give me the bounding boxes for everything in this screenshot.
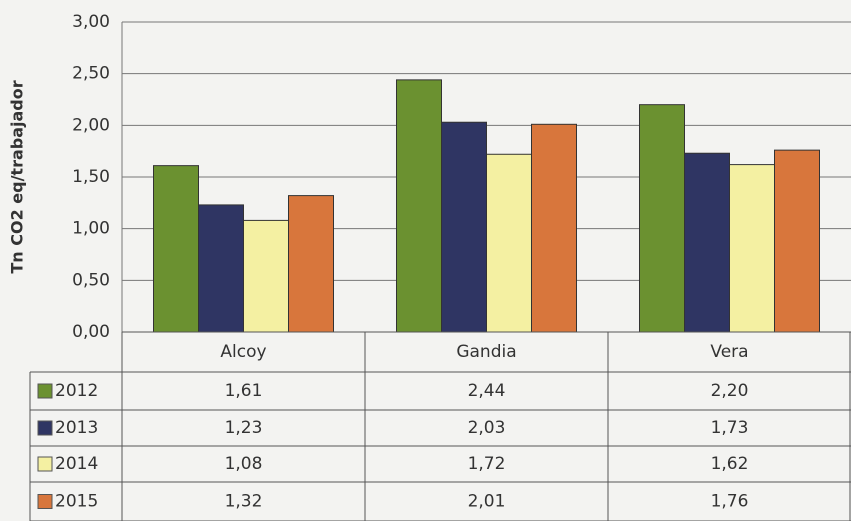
data-label: 1,76 <box>711 492 749 512</box>
legend-swatch <box>37 456 53 472</box>
y-tick-label: 1,50 <box>72 167 110 187</box>
x-tick-label: Alcoy <box>220 342 266 362</box>
data-label: 1,61 <box>225 381 263 401</box>
bar <box>531 123 577 333</box>
data-label: 1,62 <box>711 454 749 474</box>
bar <box>441 121 487 333</box>
y-tick-label: 1,00 <box>72 219 110 239</box>
data-label: 2,20 <box>711 381 749 401</box>
legend-label: 2014 <box>55 454 98 474</box>
bar <box>729 164 775 333</box>
y-tick-label: 3,00 <box>72 12 110 32</box>
bar <box>153 165 199 333</box>
bar <box>288 195 334 333</box>
x-tick-label: Gandia <box>456 342 516 362</box>
bar <box>486 153 532 333</box>
data-label: 2,03 <box>468 418 506 438</box>
legend-label: 2012 <box>55 381 98 401</box>
bar <box>198 204 244 333</box>
bar <box>774 149 820 333</box>
data-label: 1,08 <box>225 454 263 474</box>
bar <box>243 219 289 333</box>
legend-swatch <box>37 420 53 436</box>
y-tick-label: 2,00 <box>72 115 110 135</box>
data-label: 2,01 <box>468 492 506 512</box>
y-tick-label: 0,50 <box>72 270 110 290</box>
legend-swatch <box>37 383 53 399</box>
data-label: 1,23 <box>225 418 263 438</box>
data-label: 1,72 <box>468 454 506 474</box>
x-tick-label: Vera <box>710 342 748 362</box>
legend-label: 2013 <box>55 418 98 438</box>
data-label: 2,44 <box>468 381 506 401</box>
data-label: 1,73 <box>711 418 749 438</box>
bar <box>639 104 685 333</box>
bar <box>396 79 442 333</box>
data-label: 1,32 <box>225 492 263 512</box>
bar <box>684 152 730 333</box>
y-tick-label: 0,00 <box>72 322 110 342</box>
legend-swatch <box>37 494 53 509</box>
y-tick-label: 2,50 <box>72 64 110 84</box>
legend-label: 2015 <box>55 492 98 512</box>
y-axis-label: Tn CO2 eq/trabajador <box>8 80 27 273</box>
